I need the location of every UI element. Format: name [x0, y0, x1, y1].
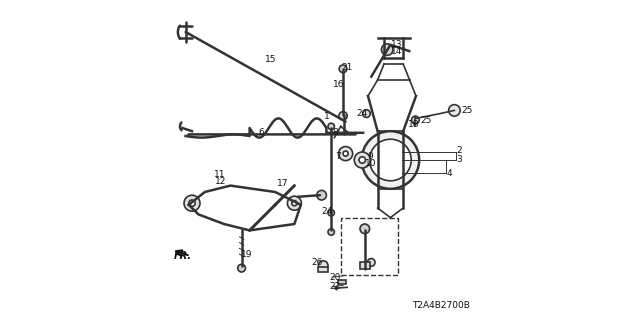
Text: 6: 6 [258, 128, 264, 137]
Circle shape [184, 195, 200, 211]
Text: 26: 26 [311, 258, 323, 267]
Circle shape [319, 261, 328, 270]
Text: 9: 9 [367, 152, 373, 161]
Text: 4: 4 [447, 169, 452, 178]
Circle shape [370, 139, 412, 181]
Text: 8: 8 [333, 128, 338, 137]
Text: 16: 16 [333, 80, 344, 89]
Circle shape [328, 210, 335, 216]
Circle shape [362, 131, 419, 189]
Circle shape [292, 201, 297, 206]
Circle shape [355, 152, 370, 168]
Bar [319, 267, 328, 272]
Text: 17: 17 [276, 179, 288, 188]
Text: 1: 1 [324, 112, 329, 121]
Text: 19: 19 [241, 250, 253, 259]
Circle shape [412, 116, 419, 124]
Text: 20: 20 [330, 273, 341, 282]
Text: 22: 22 [330, 282, 341, 291]
Circle shape [449, 105, 460, 116]
Circle shape [328, 229, 335, 235]
Circle shape [367, 259, 375, 266]
Text: 24: 24 [321, 207, 333, 216]
Text: T2A4B2700B: T2A4B2700B [413, 301, 470, 310]
Text: 13: 13 [391, 40, 403, 49]
Text: 25: 25 [461, 106, 473, 115]
Text: 11: 11 [214, 170, 226, 179]
Text: 15: 15 [265, 55, 276, 64]
Circle shape [317, 190, 326, 200]
Text: 7: 7 [336, 152, 341, 161]
Circle shape [362, 110, 370, 117]
Text: 18: 18 [408, 120, 419, 129]
Text: 14: 14 [391, 47, 403, 56]
Bar [360, 262, 370, 269]
Circle shape [287, 196, 301, 210]
Text: 24: 24 [356, 109, 367, 118]
Bar [338, 280, 346, 284]
Circle shape [189, 200, 195, 206]
Text: 2: 2 [457, 146, 462, 155]
Text: 25: 25 [420, 116, 431, 124]
Text: 12: 12 [214, 177, 226, 186]
Circle shape [238, 264, 246, 272]
Circle shape [343, 151, 348, 156]
Bar [340, 218, 398, 275]
Circle shape [359, 157, 365, 163]
Circle shape [381, 44, 393, 55]
Text: 21: 21 [341, 63, 352, 72]
Circle shape [328, 123, 335, 130]
Text: 3: 3 [457, 155, 462, 164]
Text: FR.: FR. [174, 251, 192, 261]
Circle shape [339, 65, 347, 73]
Circle shape [360, 224, 370, 234]
Text: 10: 10 [365, 159, 376, 168]
Circle shape [339, 112, 347, 120]
Circle shape [339, 147, 353, 161]
